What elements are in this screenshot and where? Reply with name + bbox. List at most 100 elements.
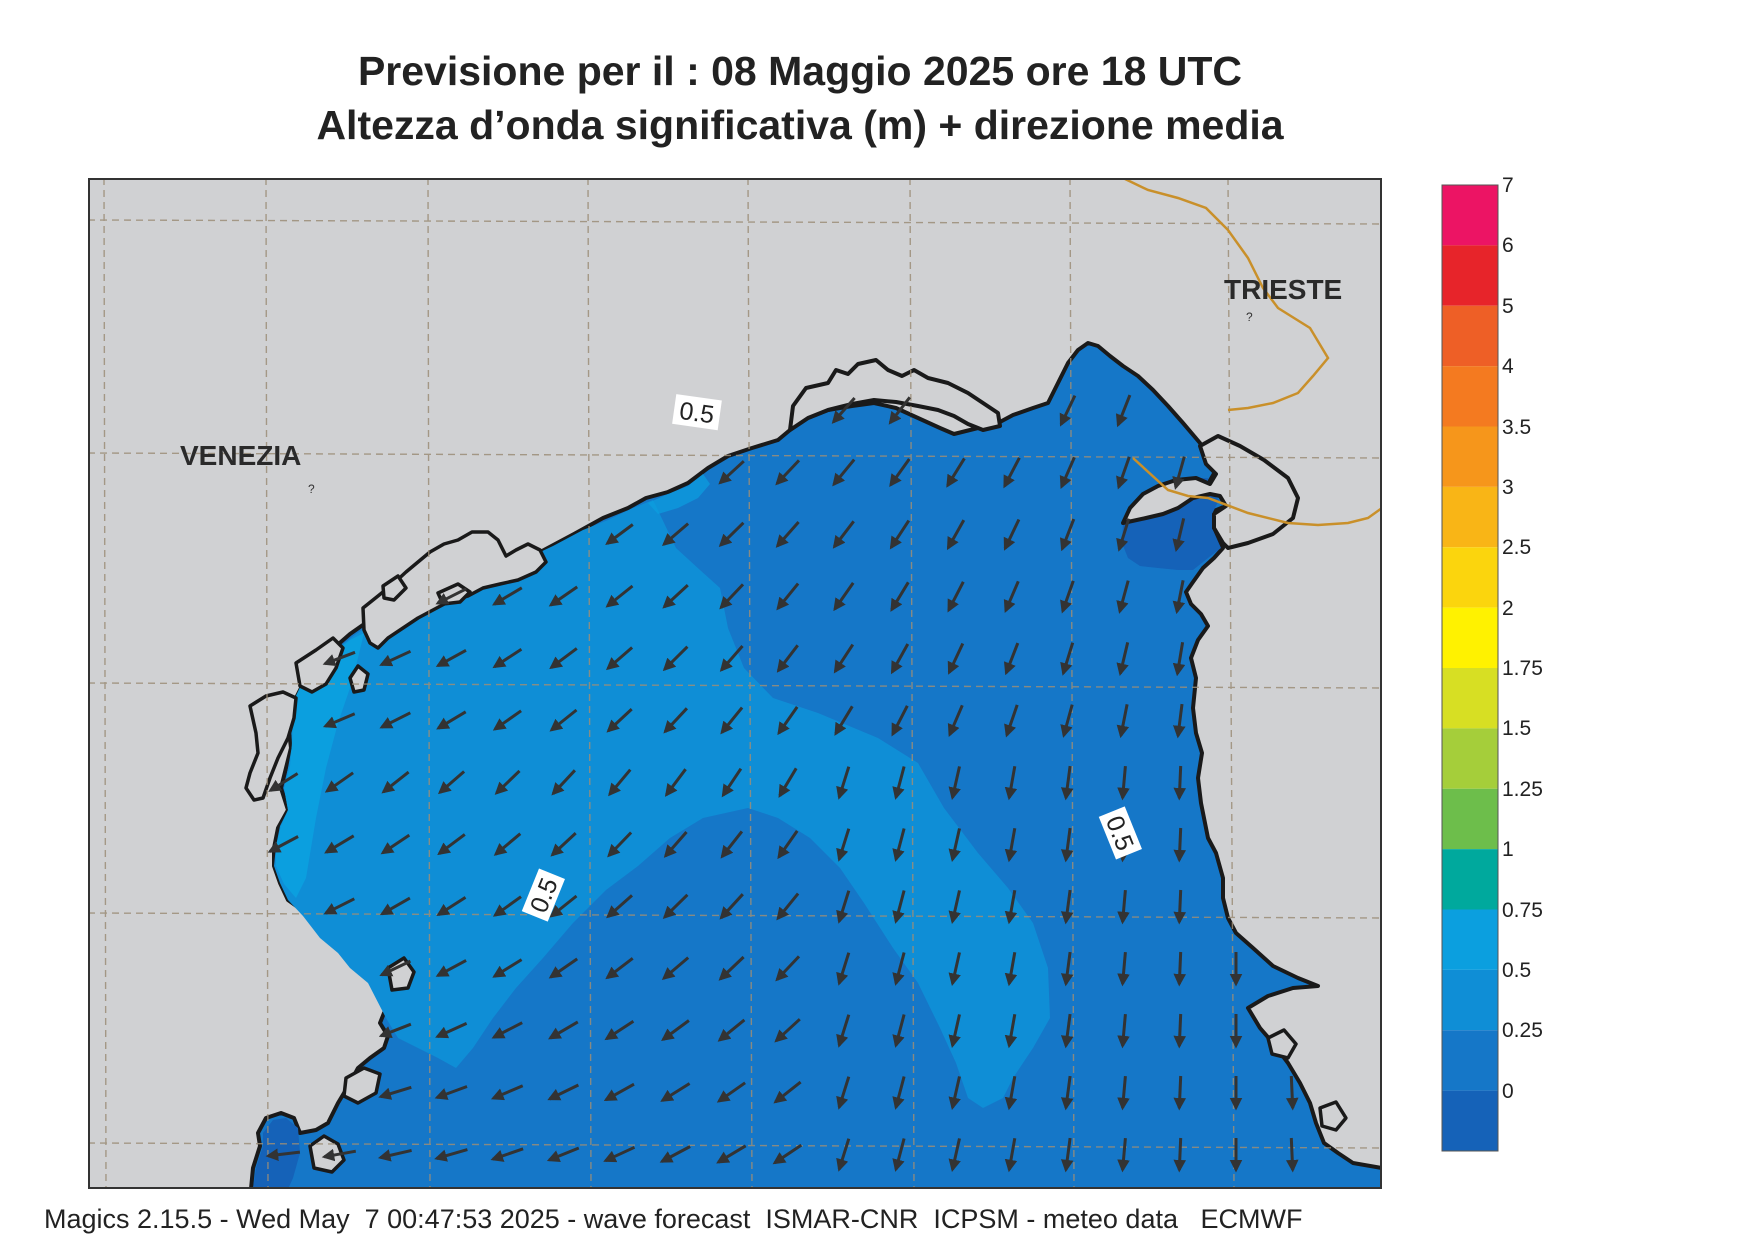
wave-arrow (324, 771, 354, 793)
wave-arrow (947, 581, 965, 613)
wave-arrow (324, 834, 355, 854)
wave-arrow (662, 645, 689, 672)
wave-arrow (777, 830, 799, 860)
colorbar-tick-label: 1.75 (1502, 657, 1543, 680)
wave-arrow (1003, 457, 1021, 489)
wave-arrow (661, 956, 690, 981)
wave-arrow (604, 1019, 635, 1041)
wave-arrow (605, 957, 634, 980)
wave-arrow (1003, 580, 1020, 614)
wave-arrow (1116, 580, 1130, 614)
wave-arrow (1173, 889, 1187, 925)
wave-arrow (548, 1020, 579, 1040)
wave-arrow (946, 457, 966, 488)
wave-arrow (1173, 1075, 1187, 1111)
wave-arrow (435, 648, 467, 668)
contour-label-north: 0.5 (672, 394, 722, 431)
colorbar-tick-label: 0 (1502, 1079, 1514, 1103)
wave-arrow (437, 833, 466, 856)
wave-arrow (888, 396, 911, 425)
contour-label-text: 0.5 (678, 397, 716, 430)
colorbar-swatch (1442, 486, 1498, 548)
wave-arrow (1172, 456, 1186, 490)
wave-arrow (1004, 827, 1018, 863)
wave-arrow (892, 1138, 906, 1172)
colorbar-swatch (1442, 849, 1498, 910)
national-border (1122, 178, 1382, 527)
wave-arrow (603, 1082, 635, 1102)
contour-label-east: 0.5 (1098, 806, 1142, 860)
wave-arrow (890, 581, 910, 612)
wave-arrow (890, 643, 910, 675)
wave-arrow (661, 522, 690, 547)
wave-arrow (718, 955, 745, 981)
colorbar-tick-label: 7 (1502, 174, 1514, 197)
colorbar-tick-label: 1.25 (1502, 777, 1543, 801)
wave-arrow (1117, 765, 1130, 801)
wave-arrow (775, 955, 801, 982)
wave-arrow (493, 832, 522, 856)
wave-arrow (1004, 1013, 1018, 1049)
wave-arrow (1285, 1075, 1299, 1111)
wave-arrow (1060, 580, 1075, 614)
wave-arrow (947, 642, 965, 675)
wave-arrow (1173, 827, 1187, 863)
wave-arrow (322, 712, 356, 729)
wave-arrow (435, 1022, 468, 1039)
wave-arrow (716, 1081, 746, 1103)
wave-arrow (948, 952, 961, 987)
wave-arrow (719, 583, 745, 610)
wave-arrow (547, 1083, 580, 1101)
wave-arrow (268, 772, 299, 792)
wave-arrow (377, 1148, 412, 1162)
wave-arrow (946, 519, 966, 551)
wave-arrow (490, 1084, 524, 1101)
wave-arrow (1060, 827, 1074, 863)
wave-arrow (546, 1146, 580, 1163)
wave-arrow (606, 708, 633, 733)
wave-arrow (1116, 518, 1131, 552)
wave-arrow (889, 519, 911, 550)
wave-arrow (1060, 1013, 1074, 1049)
sea-high-zone (276, 633, 364, 898)
colorbar-tick-label: 3 (1502, 475, 1514, 499)
wave-arrow (1117, 951, 1130, 987)
wave-arrow (490, 1147, 524, 1162)
wave-arrow (892, 828, 906, 862)
colorbar-tick-label: 2 (1502, 596, 1514, 620)
wave-arrow (718, 460, 745, 485)
wave-arrow (1060, 889, 1074, 925)
colorbar-swatch (1442, 1030, 1498, 1091)
wave-arrow (605, 523, 634, 546)
wave-arrow (664, 768, 687, 797)
wave-arrow (379, 896, 411, 916)
colorbar-swatch (1442, 547, 1498, 608)
wave-arrow (378, 1085, 412, 1100)
wave-arrow (774, 1018, 801, 1043)
wave-arrow (892, 766, 906, 800)
wave-arrow (1059, 394, 1077, 427)
wave-arrow (662, 583, 689, 609)
wave-arrow (948, 890, 961, 925)
colorbar-tick-label: 1 (1502, 838, 1514, 862)
wave-arrow (716, 1144, 747, 1164)
wave-arrow (436, 710, 467, 730)
istria-coast (1121, 434, 1300, 550)
colorbar-swatch (1442, 969, 1498, 1031)
wave-arrow (1115, 394, 1132, 428)
wave-arrow (265, 1148, 301, 1161)
wave-arrow (492, 586, 523, 606)
wave-arrow (775, 521, 800, 548)
wave-arrow (437, 770, 466, 795)
colorbar: 7 6 5 4 3.5 3 2.5 2 1.75 1.5 1.25 1 0.75 0.5 0.25 0 (1440, 175, 1560, 1153)
sea-high-strip (648, 474, 710, 514)
wave-arrow (1116, 642, 1130, 677)
wave-arrow (1059, 456, 1076, 490)
wave-arrow (663, 707, 688, 734)
wave-arrow (834, 705, 854, 736)
wave-arrow (892, 1076, 906, 1110)
wave-arrow (1117, 1075, 1130, 1111)
wave-arrow (1116, 456, 1131, 490)
colorbar-swatch (1442, 788, 1498, 850)
colorbar-tick-label: 4 (1502, 355, 1514, 379)
